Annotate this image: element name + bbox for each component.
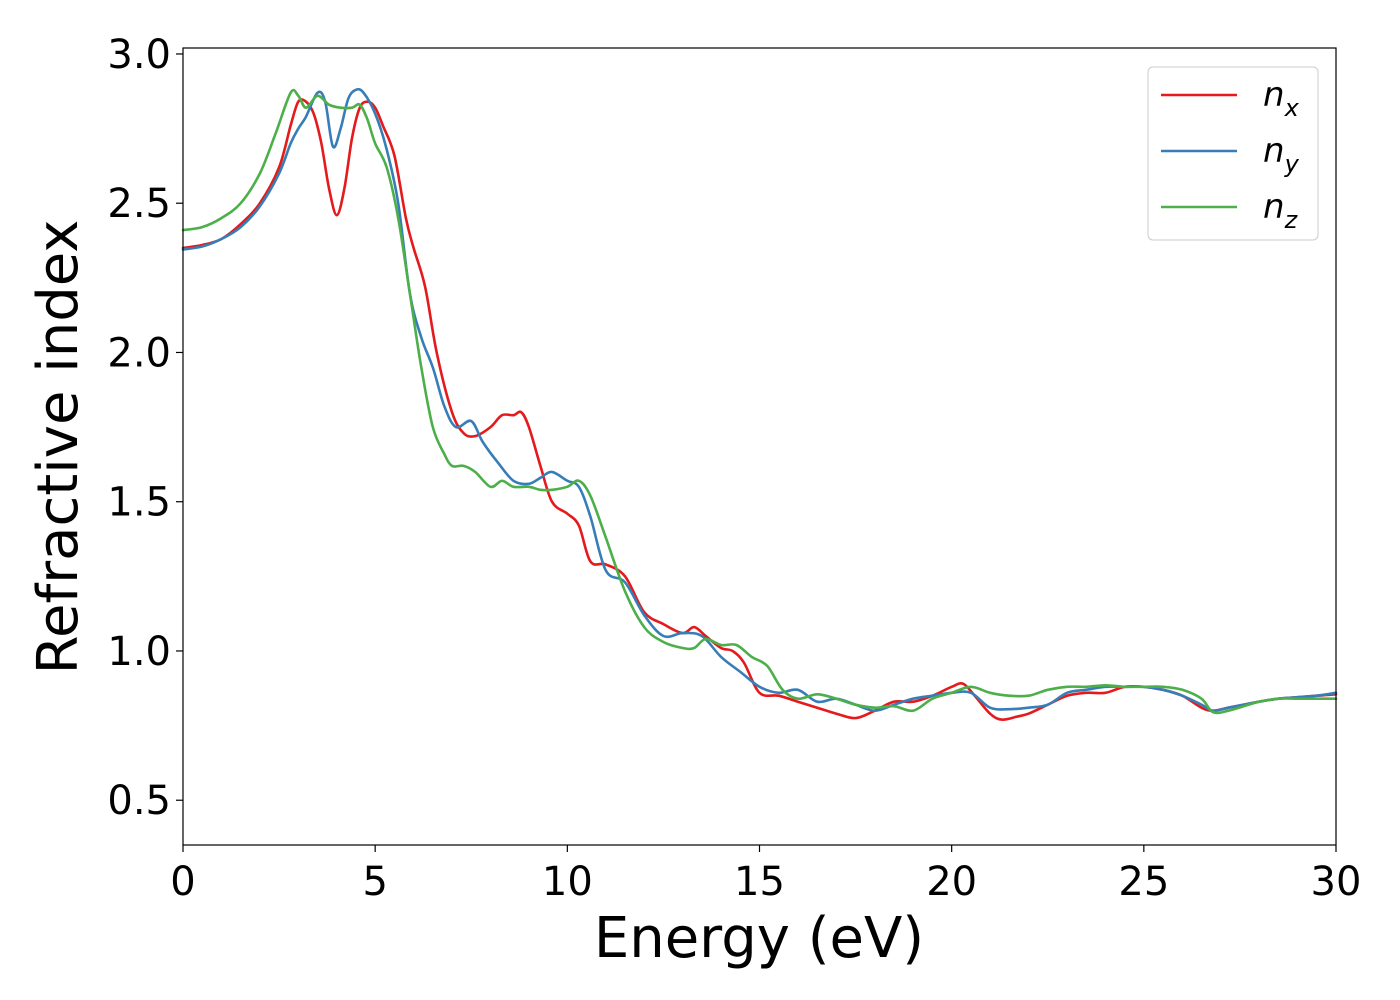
legend-label-x: nx (1263, 75, 1300, 122)
x-tick-label: 10 (542, 859, 593, 905)
legend: nx ny nz (1147, 66, 1319, 241)
x-axis-label: Energy (eV) (594, 906, 924, 971)
y-tick-label: 3.0 (107, 32, 171, 78)
x-tick-label: 20 (926, 859, 977, 905)
y-tick-label: 1.5 (107, 480, 171, 526)
x-axis-ticks: 0 5 10 15 20 25 30 (170, 845, 1361, 905)
x-tick-label: 30 (1311, 859, 1362, 905)
x-tick-label: 25 (1118, 859, 1169, 905)
legend-label-y: ny (1263, 131, 1300, 178)
legend-box (1147, 66, 1319, 241)
x-tick-label: 15 (734, 859, 785, 905)
legend-label-z: nz (1263, 187, 1299, 234)
y-tick-label: 1.0 (107, 629, 171, 675)
series-line-z (181, 88, 1338, 715)
series-layer (181, 87, 1338, 721)
y-axis-ticks: 0.5 1.0 1.5 2.0 2.5 3.0 (107, 32, 183, 824)
y-tick-label: 2.5 (107, 181, 171, 227)
y-tick-label: 0.5 (107, 778, 171, 824)
series-line-x (181, 98, 1338, 721)
x-tick-label: 5 (362, 859, 387, 905)
y-axis-label: Refractive index (26, 220, 91, 675)
x-tick-label: 0 (170, 859, 195, 905)
y-tick-label: 2.0 (107, 330, 171, 376)
